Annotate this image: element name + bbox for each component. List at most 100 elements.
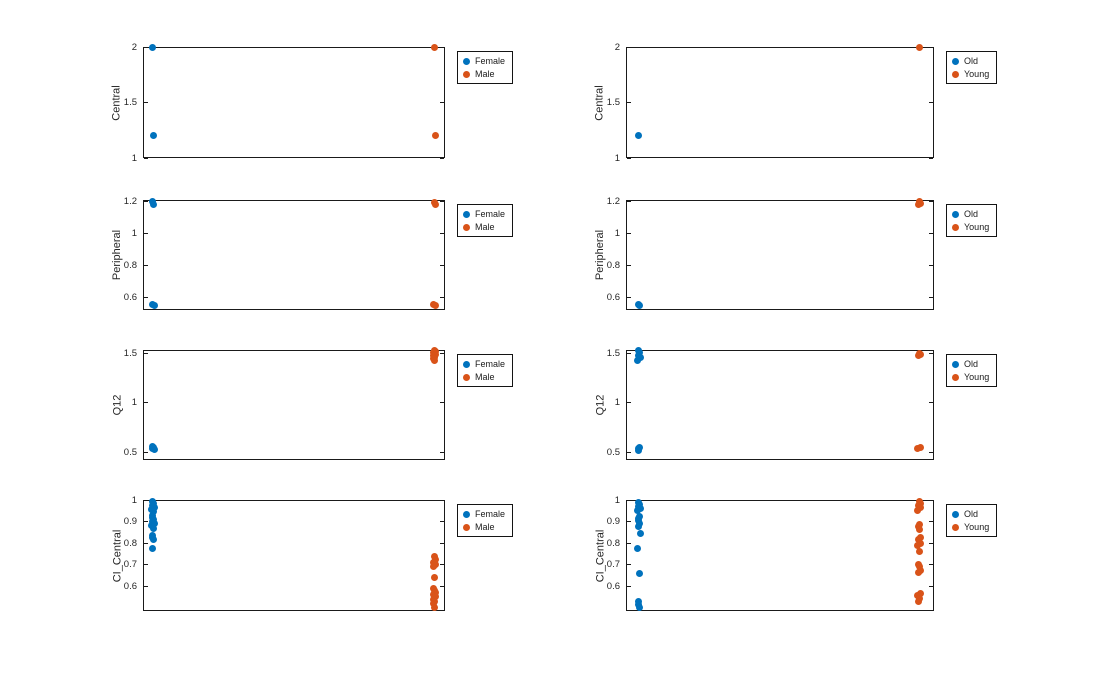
y-tick-mark — [627, 297, 631, 299]
y-tick-label: 1.5 — [123, 97, 137, 108]
legend-item-old: Old — [952, 208, 989, 220]
y-tick-mark-right — [929, 157, 933, 159]
y-tick-mark — [627, 402, 631, 404]
y-tick-label: 0.8 — [123, 537, 137, 549]
data-point-young — [914, 568, 922, 576]
data-point-male — [430, 604, 438, 612]
y-tick-mark — [627, 564, 631, 566]
legend-ci-central-by-sex: Female Male — [457, 504, 514, 537]
y-tick-mark-right — [440, 542, 444, 544]
data-point-female — [150, 446, 158, 454]
y-tick-mark — [627, 499, 631, 501]
y-tick-label: 0.6 — [606, 292, 620, 304]
data-point-female — [150, 132, 158, 140]
legend-label: Old — [964, 209, 979, 219]
legend-label: Young — [964, 69, 990, 79]
y-tick-label: 1 — [614, 397, 620, 409]
legend-item-young: Young — [952, 221, 989, 233]
legend-item-male: Male — [463, 221, 505, 233]
legend-item-female: Female — [463, 208, 505, 220]
y-axis-label: Peripheral — [594, 229, 607, 281]
legend-label: Female — [475, 56, 506, 66]
y-tick-mark — [144, 102, 148, 103]
y-tick-label: 0.6 — [123, 580, 137, 592]
legend-label: Male — [475, 69, 495, 79]
y-tick-mark — [627, 352, 631, 354]
y-tick-mark-right — [929, 102, 933, 103]
y-tick-mark — [144, 352, 148, 354]
legend-marker-icon — [952, 57, 959, 65]
axes-box-central-by-sex — [143, 47, 445, 158]
legend-marker-icon — [463, 360, 470, 368]
data-point-old — [636, 302, 644, 310]
axes-box-ci-central-by-sex — [143, 500, 445, 611]
legend-marker-icon — [463, 510, 470, 518]
y-tick-label: 1.2 — [606, 196, 620, 208]
y-tick-mark-right — [929, 233, 933, 235]
y-tick-mark-right — [929, 46, 933, 48]
y-tick-mark-right — [440, 564, 444, 566]
y-tick-mark — [144, 585, 148, 587]
legend-marker-icon — [463, 223, 470, 231]
legend-marker-icon — [952, 373, 959, 381]
legend-item-young: Young — [952, 371, 989, 383]
y-tick-label: 1 — [614, 152, 620, 164]
legend-label: Young — [964, 372, 990, 382]
y-axis-label-wrap: CI_Central — [110, 500, 124, 611]
y-tick-mark — [627, 102, 631, 103]
y-tick-mark-right — [929, 564, 933, 566]
y-tick-mark — [627, 201, 631, 203]
y-tick-mark-right — [929, 201, 933, 203]
legend-marker-icon — [463, 70, 470, 78]
y-axis-label: Central — [594, 84, 606, 121]
legend-marker-icon — [952, 523, 959, 531]
y-tick-mark — [144, 564, 148, 566]
y-tick-label: 0.5 — [123, 446, 137, 458]
y-tick-mark — [144, 265, 148, 267]
y-tick-mark-right — [929, 265, 933, 267]
data-point-young — [914, 352, 922, 360]
legend-marker-icon — [952, 70, 959, 78]
y-axis-label: Peripheral — [111, 229, 124, 281]
legend-item-female: Female — [463, 358, 505, 370]
y-tick-mark-right — [440, 499, 444, 501]
data-point-male — [429, 563, 437, 571]
legend-marker-icon — [463, 523, 470, 531]
y-tick-label: 2 — [131, 41, 137, 53]
data-point-young — [915, 525, 923, 533]
y-tick-mark — [627, 521, 631, 523]
legend-item-old: Old — [952, 55, 989, 67]
axes-box-peripheral-by-sex — [143, 200, 445, 310]
y-tick-mark-right — [440, 521, 444, 523]
y-tick-mark-right — [440, 157, 444, 159]
axes-box-q12-by-age — [626, 350, 934, 460]
data-point-young — [915, 43, 923, 51]
y-tick-label: 1.5 — [123, 347, 137, 359]
y-tick-mark — [144, 201, 148, 203]
y-tick-mark-right — [440, 297, 444, 299]
y-axis-label: CI_Central — [594, 529, 607, 582]
legend-marker-icon — [463, 57, 470, 65]
y-tick-mark-right — [440, 451, 444, 453]
y-tick-mark — [627, 451, 631, 453]
data-point-male — [431, 574, 439, 582]
legend-peripheral-by-sex: Female Male — [457, 204, 514, 237]
legend-label: Male — [475, 372, 495, 382]
y-tick-mark-right — [929, 521, 933, 523]
y-tick-label: 2 — [614, 41, 620, 53]
y-tick-mark-right — [929, 402, 933, 404]
data-point-male — [431, 132, 439, 140]
data-point-female — [148, 544, 156, 552]
data-point-young — [916, 548, 924, 556]
y-axis-label-wrap: Peripheral — [110, 200, 124, 310]
y-tick-mark-right — [440, 265, 444, 267]
data-point-old — [634, 507, 642, 515]
y-tick-mark — [627, 585, 631, 587]
y-tick-mark — [144, 521, 148, 523]
legend-item-male: Male — [463, 371, 505, 383]
y-tick-label: 0.5 — [606, 446, 620, 458]
y-tick-label: 0.8 — [123, 260, 137, 272]
y-tick-mark-right — [929, 585, 933, 587]
y-tick-mark-right — [440, 233, 444, 235]
